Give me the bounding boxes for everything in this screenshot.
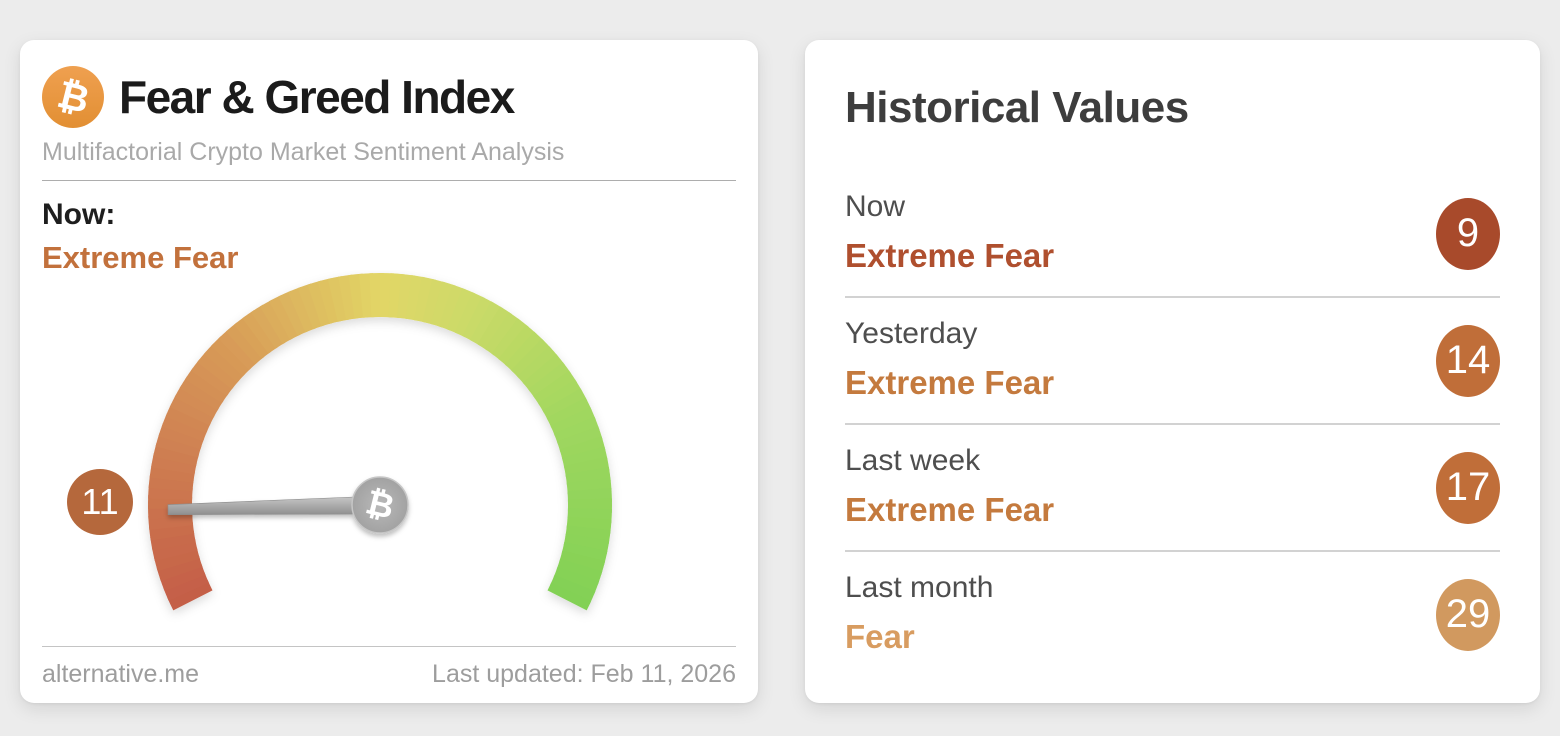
row-value-badge: 29: [1436, 578, 1500, 651]
now-label: Now:: [42, 198, 116, 231]
gauge-needle: ₿: [167, 476, 409, 534]
now-classification: Extreme Fear: [42, 240, 239, 275]
row-classification: Extreme Fear: [845, 491, 1055, 528]
gauge-chart: ₿: [148, 273, 612, 611]
header-divider: [42, 180, 736, 181]
row-classification: Fear: [845, 618, 915, 655]
row-classification: Extreme Fear: [845, 364, 1055, 401]
row-label: Now: [845, 190, 906, 223]
card-subtitle: Multifactorial Crypto Market Sentiment A…: [42, 138, 565, 166]
history-row-now: Now Extreme Fear 9: [845, 171, 1500, 296]
history-row-yesterday: Yesterday Extreme Fear 14: [845, 296, 1500, 423]
gauge-value-badge: 11: [67, 469, 133, 535]
row-label: Last month: [845, 571, 994, 604]
bitcoin-glyph: ₿: [52, 71, 94, 123]
row-value-badge: 17: [1436, 451, 1500, 524]
card-footer: alternative.me Last updated: Feb 11, 202…: [42, 660, 736, 689]
bitcoin-icon: ₿: [42, 66, 104, 128]
row-label: Yesterday: [845, 317, 978, 350]
row-label: Last week: [845, 444, 981, 477]
fear-greed-index-card: ₿ Fear & Greed Index Multifactorial Cryp…: [20, 40, 758, 703]
history-row-last-month: Last month Fear 29: [845, 550, 1500, 677]
row-value-badge: 14: [1436, 324, 1500, 397]
row-classification: Extreme Fear: [845, 237, 1055, 274]
site-link[interactable]: alternative.me: [42, 660, 200, 688]
historical-title: Historical Values: [845, 83, 1189, 132]
footer-divider: [42, 646, 736, 647]
last-updated: Last updated: Feb 11, 2026: [432, 660, 736, 688]
row-value-badge: 9: [1436, 197, 1500, 270]
card-title: Fear & Greed Index: [119, 71, 515, 123]
historical-values-card: Historical Values Now Extreme Fear 9 Yes…: [805, 40, 1540, 703]
history-row-last-week: Last week Extreme Fear 17: [845, 423, 1500, 550]
historical-rows: Now Extreme Fear 9 Yesterday Extreme Fea…: [845, 171, 1500, 677]
card-header: ₿ Fear & Greed Index: [42, 66, 736, 128]
gauge-arc: [148, 273, 612, 611]
